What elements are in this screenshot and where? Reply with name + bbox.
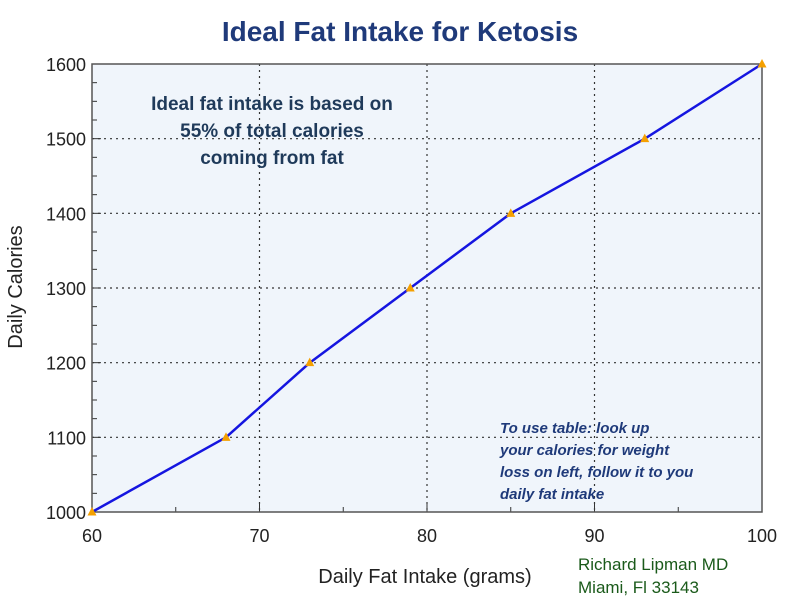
main-annotation: Ideal fat intake is based on 55% of total… xyxy=(151,94,393,169)
main-annotation-line: coming from fat xyxy=(200,148,344,169)
chart-title: Ideal Fat Intake for Ketosis xyxy=(221,16,579,47)
main-annotation-line: Ideal fat intake is based on xyxy=(151,94,393,115)
usage-annotation-line: loss on left, follow it to you xyxy=(500,464,693,481)
y-tick-label: 1500 xyxy=(46,130,86,150)
data-point xyxy=(640,133,650,143)
y-tick-label: 1100 xyxy=(47,428,86,448)
x-axis-label: Daily Fat Intake (grams) xyxy=(318,566,531,588)
x-tick-label: 60 xyxy=(82,526,102,546)
y-tick-label: 1600 xyxy=(46,55,86,75)
usage-annotation: To use table: look up your calories for w… xyxy=(499,420,693,503)
usage-annotation-line: daily fat intake xyxy=(500,486,604,503)
y-tick-labels: 1000 1100 1200 1300 1400 1500 1600 xyxy=(46,55,86,523)
y-tick-label: 1000 xyxy=(46,503,86,523)
y-axis-label: Daily Calories xyxy=(5,225,27,348)
usage-annotation-line: To use table: look up xyxy=(500,420,649,437)
x-tick-label: 100 xyxy=(747,526,777,546)
data-point xyxy=(87,507,97,516)
y-tick-label: 1400 xyxy=(46,204,86,224)
gridlines xyxy=(92,64,762,512)
data-markers xyxy=(87,59,767,516)
data-point xyxy=(221,432,231,441)
plot-frame xyxy=(91,63,763,513)
main-annotation-line: 55% of total calories xyxy=(180,121,364,142)
credit-name: Richard Lipman MD xyxy=(578,555,728,574)
credit-location: Miami, Fl 33143 xyxy=(578,578,699,597)
data-point xyxy=(405,283,415,292)
usage-annotation-line: your calories for weight xyxy=(499,442,670,459)
x-tick-label: 90 xyxy=(584,526,604,546)
data-point xyxy=(757,59,767,68)
data-point xyxy=(305,357,315,367)
data-point xyxy=(506,208,516,217)
y-tick-label: 1200 xyxy=(46,354,86,374)
x-tick-labels: 60 70 80 90 100 xyxy=(82,526,777,546)
y-tick-label: 1300 xyxy=(46,279,86,299)
x-tick-label: 70 xyxy=(249,526,269,546)
x-tick-label: 80 xyxy=(417,526,437,546)
